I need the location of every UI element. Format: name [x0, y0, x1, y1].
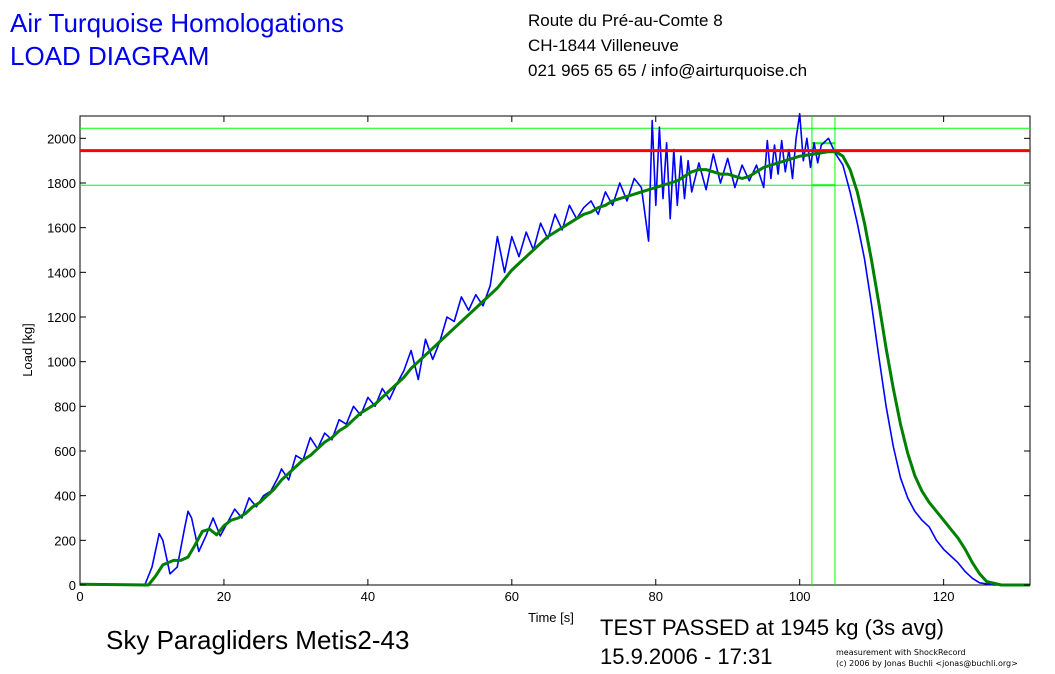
raw-load-line [79, 113, 1030, 586]
y-tick-label: 1800 [47, 176, 76, 191]
y-axis-label: Load [kg] [20, 323, 35, 377]
diagram-title: LOAD DIAGRAM [10, 41, 210, 71]
x-axis-label: Time [s] [528, 610, 574, 625]
x-tick-label: 80 [649, 589, 663, 604]
plot-frame [79, 115, 1031, 586]
glider-name: Sky Paragliders Metis2-43 [106, 625, 410, 655]
test-result: TEST PASSED at 1945 kg (3s avg) [600, 615, 945, 640]
address-contact: 021 965 65 65 / info@airturquoise.ch [528, 61, 808, 80]
y-tick-label: 1600 [47, 221, 76, 236]
x-tick-label: 100 [789, 589, 811, 604]
y-tick-label: 400 [54, 489, 76, 504]
y-tick-label: 600 [54, 444, 76, 459]
y-tick-label: 1400 [47, 265, 76, 280]
x-tick-label: 0 [76, 589, 83, 604]
credit-line-2: (c) 2006 by Jonas Buchli <jonas@buchli.o… [836, 659, 1018, 668]
y-tick-label: 1000 [47, 355, 76, 370]
test-datetime: 15.9.2006 - 17:31 [600, 644, 773, 669]
address-street: Route du Pré-au-Comte 8 [528, 11, 723, 30]
y-tick-label: 2000 [47, 131, 76, 146]
average-load-line [79, 150, 1030, 587]
x-tick-label: 20 [217, 589, 231, 604]
y-tick-label: 800 [54, 399, 76, 414]
plot-area: 0 20 40 60 80 100 1200200400600800100012001400… [47, 113, 1031, 604]
x-tick-label: 60 [505, 589, 519, 604]
x-tick-label: 40 [361, 589, 375, 604]
y-tick-label: 200 [54, 533, 76, 548]
x-tick-label: 120 [933, 589, 955, 604]
y-tick-label: 0 [69, 578, 76, 593]
address-city: CH-1844 Villeneuve [528, 36, 679, 55]
company-title: Air Turquoise Homologations [10, 8, 344, 38]
y-tick-label: 1200 [47, 310, 76, 325]
credit-line-1: measurement with ShockRecord [836, 648, 966, 657]
